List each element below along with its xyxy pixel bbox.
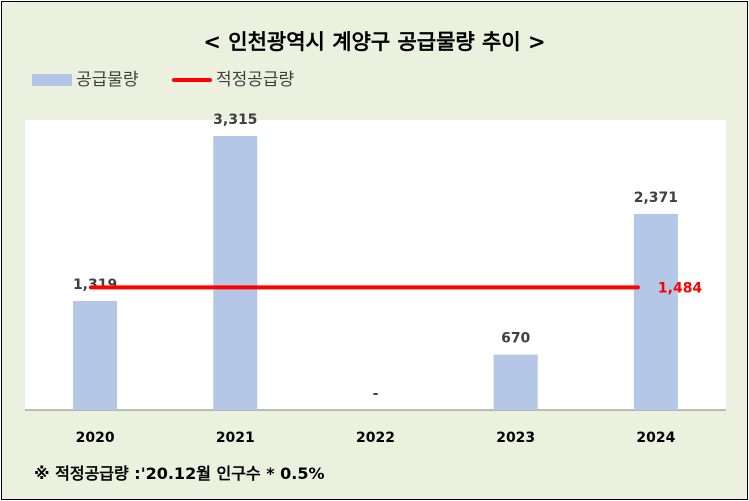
chart-title: < 인천광역시 계양구 공급물량 추이 >	[203, 30, 546, 54]
x-tick-2023: 2023	[496, 430, 535, 446]
bar-2020	[73, 300, 118, 410]
bar-label-2023: 670	[501, 331, 530, 347]
x-tick-2024: 2024	[636, 430, 675, 446]
x-tick-2022: 2022	[356, 430, 395, 446]
legend-swatch-optimal	[172, 78, 212, 82]
bar-2024	[633, 214, 678, 410]
bar-2023	[493, 354, 538, 410]
bar-label-2020: 1,319	[73, 277, 117, 293]
bar-label-2021: 3,315	[213, 112, 257, 128]
legend-swatch-supply	[32, 74, 72, 86]
chart-footnote: ※ 적정공급량 :'20.12월 인구수 * 0.5%	[34, 464, 325, 483]
bar-label-2022: -	[373, 386, 379, 402]
x-tick-2021: 2021	[216, 430, 255, 446]
legend-label-supply: 공급물량	[76, 70, 139, 90]
x-tick-2020: 2020	[76, 430, 115, 446]
plot-area	[25, 120, 726, 410]
bar-label-2024: 2,371	[634, 190, 678, 206]
bar-2021	[213, 136, 258, 410]
legend-label-optimal: 적정공급량	[216, 70, 295, 90]
optimal-supply-label: 1,484	[658, 280, 703, 296]
